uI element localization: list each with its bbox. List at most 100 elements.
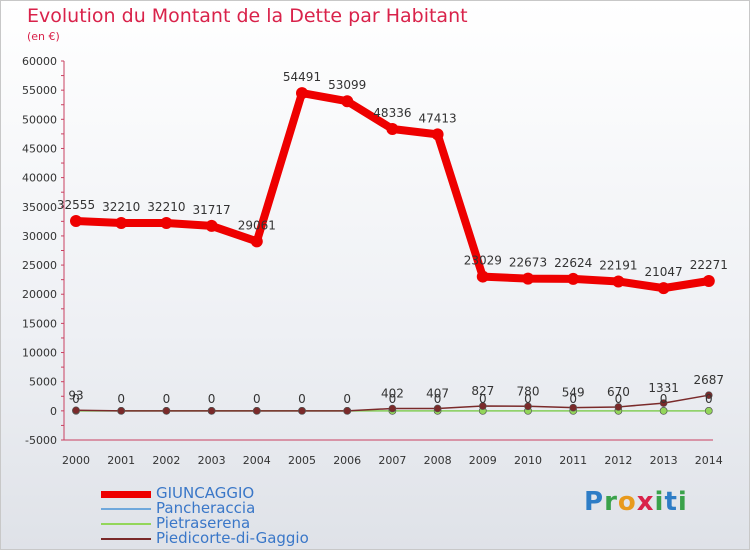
data-label-pancheraccia: 0 <box>117 392 125 406</box>
data-label-giuncaggio: 22191 <box>599 258 637 272</box>
data-label-pancheraccia: 0 <box>208 392 216 406</box>
chart-axes: -500005000100001500020000250003000035000… <box>22 55 723 467</box>
data-label-giuncaggio: 21047 <box>645 265 683 279</box>
data-label-pancheraccia: 0 <box>660 392 668 406</box>
x-tick-label: 2004 <box>243 454 271 467</box>
x-tick-label: 2008 <box>424 454 452 467</box>
data-point-piedicorte-di-gaggio <box>524 402 532 411</box>
data-point-giuncaggio <box>205 219 218 232</box>
data-label-pancheraccia: 0 <box>298 392 306 406</box>
data-label-piedicorte-di-gaggio: 827 <box>471 384 494 398</box>
proxiti-logo: Proxiti <box>584 487 688 517</box>
data-point-piedicorte-di-gaggio <box>478 402 487 410</box>
data-point-piedicorte-di-gaggio <box>207 407 216 415</box>
y-tick-label: 15000 <box>22 317 57 330</box>
data-label-piedicorte-di-gaggio: 780 <box>517 384 540 398</box>
data-point-giuncaggio <box>657 282 670 295</box>
data-label-giuncaggio: 53099 <box>328 78 366 92</box>
y-tick-label: 60000 <box>22 55 57 68</box>
data-point-giuncaggio <box>612 275 625 288</box>
data-point-piedicorte-di-gaggio <box>704 391 713 399</box>
data-point-piedicorte-di-gaggio <box>569 403 578 412</box>
data-label-pancheraccia: 0 <box>389 392 397 406</box>
legend-swatch-giuncaggio <box>101 491 151 498</box>
data-point-giuncaggio <box>296 87 308 100</box>
data-point-piedicorte-di-gaggio <box>433 404 442 413</box>
data-label-giuncaggio: 32555 <box>57 198 95 212</box>
data-label-giuncaggio: 22271 <box>690 258 728 272</box>
data-point-piedicorte-di-gaggio <box>117 407 125 415</box>
data-label-pancheraccia: 0 <box>343 392 351 406</box>
data-point-giuncaggio <box>250 235 263 248</box>
x-tick-label: 2003 <box>198 454 226 467</box>
legend-label-pancheraccia: Pancheraccia <box>156 499 256 517</box>
data-label-giuncaggio: 31717 <box>193 203 231 217</box>
data-label-giuncaggio: 54491 <box>283 70 321 84</box>
data-point-giuncaggio <box>160 217 173 230</box>
data-point-pietraserena <box>659 407 668 415</box>
x-tick-label: 2002 <box>152 454 180 467</box>
data-label-piedicorte-di-gaggio: 670 <box>607 385 630 399</box>
data-label-pancheraccia: 0 <box>615 392 623 406</box>
data-point-giuncaggio <box>115 217 128 230</box>
data-point-giuncaggio <box>702 274 715 287</box>
data-label-giuncaggio: 47413 <box>419 111 457 125</box>
data-point-piedicorte-di-gaggio <box>298 407 306 415</box>
data-label-piedicorte-di-gaggio: 2687 <box>694 373 725 387</box>
x-tick-label: 2001 <box>107 454 135 467</box>
data-point-piedicorte-di-gaggio <box>162 407 171 415</box>
data-point-giuncaggio <box>522 272 534 285</box>
data-point-piedicorte-di-gaggio <box>253 407 261 415</box>
y-tick-label: 0 <box>50 405 57 418</box>
data-point-giuncaggio <box>476 270 489 283</box>
data-point-piedicorte-di-gaggio <box>614 403 623 411</box>
y-tick-label: 45000 <box>22 142 57 155</box>
x-tick-label: 2012 <box>604 454 632 467</box>
data-point-piedicorte-di-gaggio <box>659 399 668 407</box>
data-point-giuncaggio <box>341 95 354 108</box>
data-label-giuncaggio: 32210 <box>102 200 140 214</box>
data-label-giuncaggio: 32210 <box>147 200 185 214</box>
data-label-giuncaggio: 22673 <box>509 256 547 270</box>
data-label-giuncaggio: 22624 <box>554 256 592 270</box>
data-label-pancheraccia: 0 <box>72 392 80 406</box>
legend-swatch-pancheraccia <box>101 508 151 510</box>
data-label-pancheraccia: 0 <box>705 392 713 406</box>
data-point-giuncaggio <box>70 215 82 228</box>
data-label-giuncaggio: 29061 <box>238 218 276 232</box>
x-tick-label: 2000 <box>62 454 90 467</box>
data-label-giuncaggio: 48336 <box>373 106 411 120</box>
data-point-giuncaggio <box>386 123 399 136</box>
x-tick-label: 2009 <box>469 454 497 467</box>
x-tick-label: 2006 <box>333 454 361 467</box>
data-point-giuncaggio <box>431 128 444 141</box>
y-tick-label: 30000 <box>22 230 57 243</box>
legend-swatch-piedicorte-di-gaggio <box>101 538 151 540</box>
y-tick-label: 5000 <box>29 376 57 389</box>
chart-series <box>70 87 715 415</box>
data-label-piedicorte-di-gaggio: 407 <box>426 386 449 400</box>
data-point-piedicorte-di-gaggio <box>388 404 397 413</box>
data-label-pancheraccia: 0 <box>569 392 577 406</box>
data-label-piedicorte-di-gaggio: 549 <box>562 386 585 400</box>
y-tick-label: 35000 <box>22 201 57 214</box>
data-label-pancheraccia: 0 <box>253 392 261 406</box>
data-label-piedicorte-di-gaggio: 93 <box>68 388 83 402</box>
data-label-pancheraccia: 0 <box>479 392 487 406</box>
x-tick-label: 2010 <box>514 454 542 467</box>
chart-subtitle: (en €) <box>27 30 60 43</box>
y-tick-label: 20000 <box>22 288 57 301</box>
chart-title: Evolution du Montant de la Dette par Hab… <box>27 5 468 27</box>
data-label-piedicorte-di-gaggio: 402 <box>381 387 404 401</box>
y-tick-label: 50000 <box>22 113 57 126</box>
chart-data-labels: 32555 32210 32210 31717 29061 54491 53099 48336… <box>57 70 728 406</box>
data-label-giuncaggio: 23029 <box>464 254 502 268</box>
x-tick-label: 2005 <box>288 454 316 467</box>
data-point-piedicorte-di-gaggio <box>72 406 80 415</box>
y-tick-label: 10000 <box>22 347 57 360</box>
y-tick-label: 25000 <box>22 259 57 272</box>
data-label-pancheraccia: 0 <box>434 392 442 406</box>
x-tick-label: 2014 <box>695 454 723 467</box>
